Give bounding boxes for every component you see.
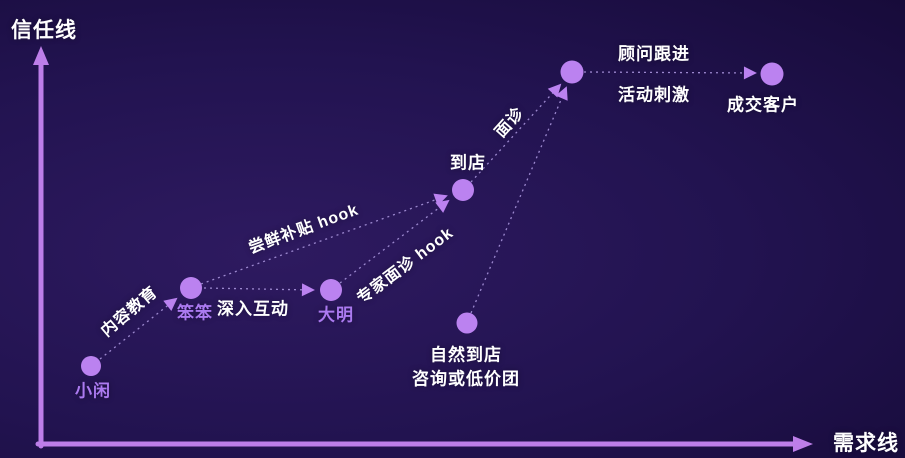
node-junction-point <box>560 60 584 84</box>
node-label-daming: 大明 <box>318 305 354 325</box>
edge-benben-daodian <box>200 193 448 285</box>
node-label-benben: 笨笨 <box>177 303 213 323</box>
node-natural-point <box>456 312 478 334</box>
node-sublabel-natural: 咨询或低价团 <box>412 369 520 389</box>
x-axis-arrow-icon <box>793 436 813 452</box>
edge-daming-daodian <box>339 199 450 284</box>
y-axis <box>33 46 49 449</box>
edge-label-deep-interaction: 深入互动 <box>217 299 289 319</box>
edge-label-consultant-followup: 顾问跟进 <box>618 44 690 64</box>
node-label-deal: 成交客户 <box>727 95 799 115</box>
node-label-xiaoxian: 小闲 <box>75 381 111 401</box>
node-deal-point <box>760 62 784 86</box>
edge-benben-daming <box>203 283 315 297</box>
node-daodian-point <box>452 179 474 201</box>
node-label-daodian: 到店 <box>450 153 486 173</box>
node-benben-point <box>180 277 202 299</box>
edge-label-activity-stimulus: 活动刺激 <box>618 85 690 105</box>
node-daming-point <box>320 279 342 301</box>
x-axis <box>35 436 813 452</box>
edge-junction-deal <box>583 66 757 80</box>
edge-xiaoxian-benben <box>99 297 178 360</box>
x-axis-label: 需求线 <box>833 432 899 455</box>
y-axis-arrow-icon <box>33 46 49 65</box>
edge-daodian-junction <box>470 83 562 183</box>
node-label-natural: 自然到店 <box>430 345 502 365</box>
y-axis-label: 信任线 <box>11 19 77 42</box>
node-xiaoxian-point <box>81 356 101 376</box>
